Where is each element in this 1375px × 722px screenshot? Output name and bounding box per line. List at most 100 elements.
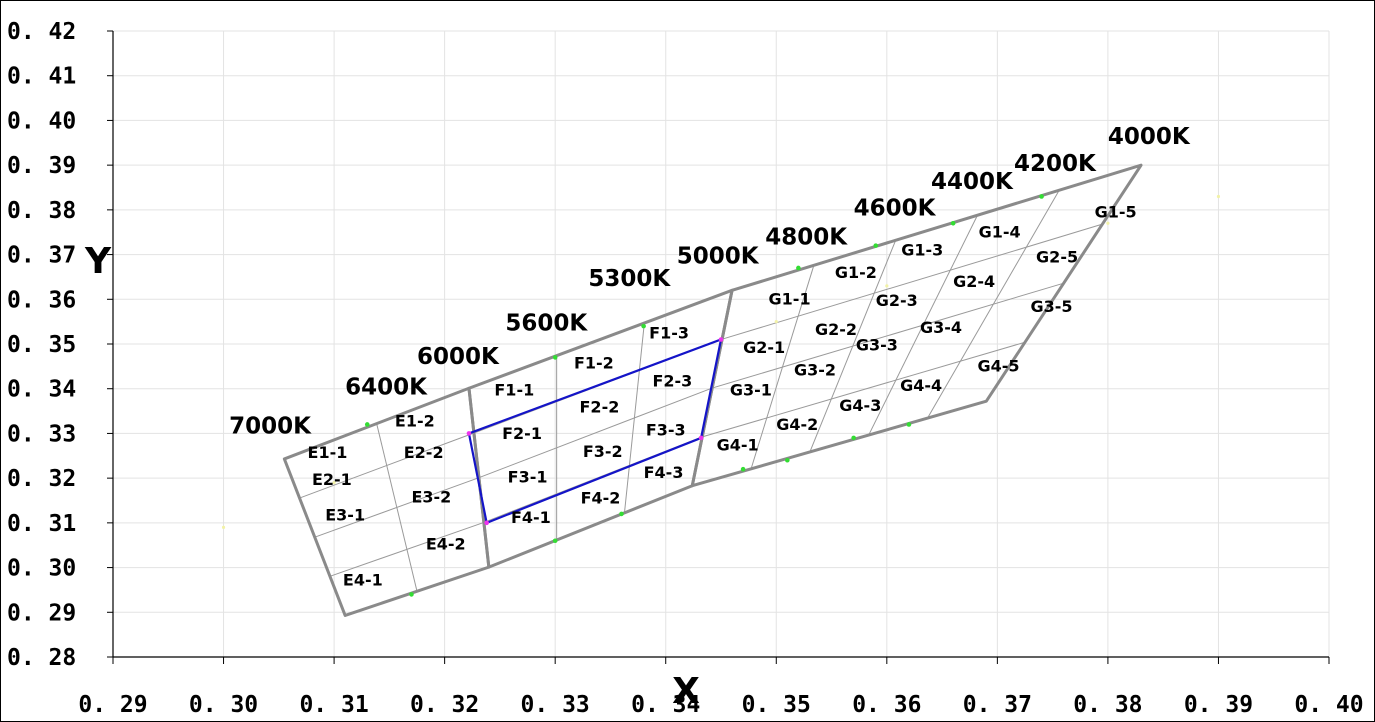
bin-label: G4-4 [900,376,942,395]
faint-point [332,481,336,485]
x-tick-label: 0. 29 [78,692,147,718]
bin-divider [702,341,1026,438]
y-tick-label: 0. 37 [7,243,76,269]
highlight-point [698,435,704,441]
cct-label: 4200K [1014,151,1097,177]
x-axis-title: X [672,671,700,712]
bin-label: E1-2 [395,412,435,431]
y-tick-label: 0. 30 [7,556,76,582]
cct-label: 6400K [345,375,428,401]
bin-label: F4-1 [511,508,551,527]
bin-label: F2-1 [502,424,542,443]
bin-label: G3-2 [794,360,836,379]
bin-divider [721,223,1103,340]
cct-label: 4400K [931,169,1014,195]
bin-label: F3-1 [508,468,548,487]
x-tick-labels: 0. 29 0. 30 0. 31 0. 32 0. 33 0. 34 0. 35 0. 36… [78,692,1363,718]
bin-label: G3-4 [920,318,962,337]
cct-label: 5000K [677,244,760,270]
bin-label: G1-4 [979,223,1021,242]
x-tick-label: 0. 30 [189,692,258,718]
marker-point [619,511,624,517]
y-tick-label: 0. 40 [7,108,76,134]
bin-divider [623,322,645,513]
marker-point [796,265,801,271]
highlight-point [718,337,724,342]
bin-divider [712,282,1064,389]
bin-labels: E1-1 E1-2 E2-1 E2-2 E3-1 E3-2 E4-1 E4-2 F1-1 F1-2… [308,202,1137,589]
points [221,194,1221,597]
y-tick-label: 0. 28 [7,645,76,671]
y-tick-label: 0. 32 [7,466,76,492]
y-tick-label: 0. 39 [7,153,76,179]
bin-label: E4-1 [343,570,383,589]
bin-divider [927,189,1060,419]
marker-point [552,538,558,544]
faint-point [1216,194,1221,199]
bin-divider [809,240,897,453]
cct-label: 5600K [505,311,588,337]
bin-label: E4-2 [426,535,466,554]
cct-labels: 7000K 6400K 6000K5600K5300K5000K4800K4600K… [229,124,1191,439]
marker-point [851,435,856,441]
marker-point [740,466,746,472]
y-tick-label: 0. 41 [7,64,76,90]
cct-label: 4800K [765,224,848,250]
bin-label: G2-5 [1036,248,1078,267]
bin-label: G4-3 [839,396,881,415]
bin-label: F2-2 [580,397,620,416]
bin-label: F1-2 [574,354,614,373]
bin-divider [376,423,418,592]
y-tick-label: 0. 29 [7,600,76,626]
marker-point [873,243,879,248]
y-tick-label: 0. 35 [7,332,76,358]
bin-label: F2-3 [652,371,692,390]
bin-label: G1-1 [769,290,811,309]
bin-divider [478,387,713,479]
marker-point [785,457,790,463]
marker-point [950,220,956,226]
marker-point [552,355,558,360]
bin-label: G4-1 [717,435,759,454]
x-tick-label: 0. 40 [1294,692,1363,718]
bin-label: G4-2 [776,415,818,434]
faint-point [221,525,226,529]
y-tick-label: 0. 36 [7,287,76,313]
bin-label: F3-3 [646,421,686,440]
bin-label: E2-2 [404,443,444,462]
bin-label: F4-3 [644,463,684,482]
cct-label: 6000K [417,344,500,370]
x-tick-label: 0. 31 [299,692,368,718]
bin-divider [868,215,978,436]
x-tick-label: 0. 33 [521,692,590,718]
y-tick-label: 0. 34 [7,377,76,403]
bin-label: G1-3 [901,240,943,259]
bin-label: E2-1 [312,470,352,489]
bin-divider [750,265,815,469]
faint-point [1106,221,1110,225]
cct-label: 7000K [229,413,312,439]
y-tick-labels: 0. 28 0. 29 0. 30 0. 31 0. 32 0. 33 0. 34 0. 35… [7,19,76,671]
faint-point [885,284,889,288]
y-tick-label: 0. 42 [7,19,76,45]
marker-point [641,323,646,329]
x-tick-label: 0. 32 [410,692,479,718]
x-tick-label: 0. 39 [1184,692,1253,718]
x-tick-label: 0. 38 [1073,692,1142,718]
bin-label: G4-5 [977,357,1019,376]
bin-label: G3-5 [1031,297,1073,316]
bin-label: F3-2 [583,442,623,461]
x-tick-label: 0. 35 [742,692,811,718]
cct-label: 4000K [1108,124,1191,150]
x-tick-label: 0. 36 [852,692,921,718]
cct-label: 4600K [854,196,937,222]
bin-label: F4-2 [581,489,621,508]
bin-label: G1-5 [1095,202,1137,221]
y-tick-label: 0. 38 [7,198,76,224]
region-e-outline [282,386,491,617]
y-tick-label: 0. 33 [7,421,76,447]
highlight-point [484,520,489,526]
bin-label: F1-1 [494,380,534,399]
cct-label: 5300K [588,266,671,292]
